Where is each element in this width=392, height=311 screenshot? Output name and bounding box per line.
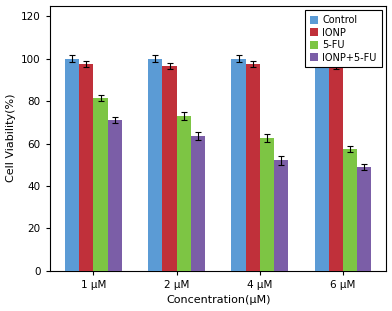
Bar	[246, 64, 260, 271]
Bar	[107, 120, 122, 271]
Bar	[315, 58, 329, 271]
Bar	[93, 98, 107, 271]
Bar	[79, 64, 93, 271]
Legend: Control, IONP, 5-FU, IONP+5-FU: Control, IONP, 5-FU, IONP+5-FU	[305, 10, 381, 67]
Bar	[357, 167, 371, 271]
Bar	[329, 66, 343, 271]
Bar	[65, 58, 79, 271]
Bar	[274, 160, 288, 271]
Bar	[260, 138, 274, 271]
Bar	[191, 136, 205, 271]
Bar	[231, 58, 246, 271]
Y-axis label: Cell Viability(%): Cell Viability(%)	[5, 94, 16, 183]
Bar	[343, 149, 357, 271]
X-axis label: Concentration(μM): Concentration(μM)	[166, 295, 270, 305]
Bar	[177, 116, 191, 271]
Bar	[148, 58, 162, 271]
Bar	[162, 66, 177, 271]
